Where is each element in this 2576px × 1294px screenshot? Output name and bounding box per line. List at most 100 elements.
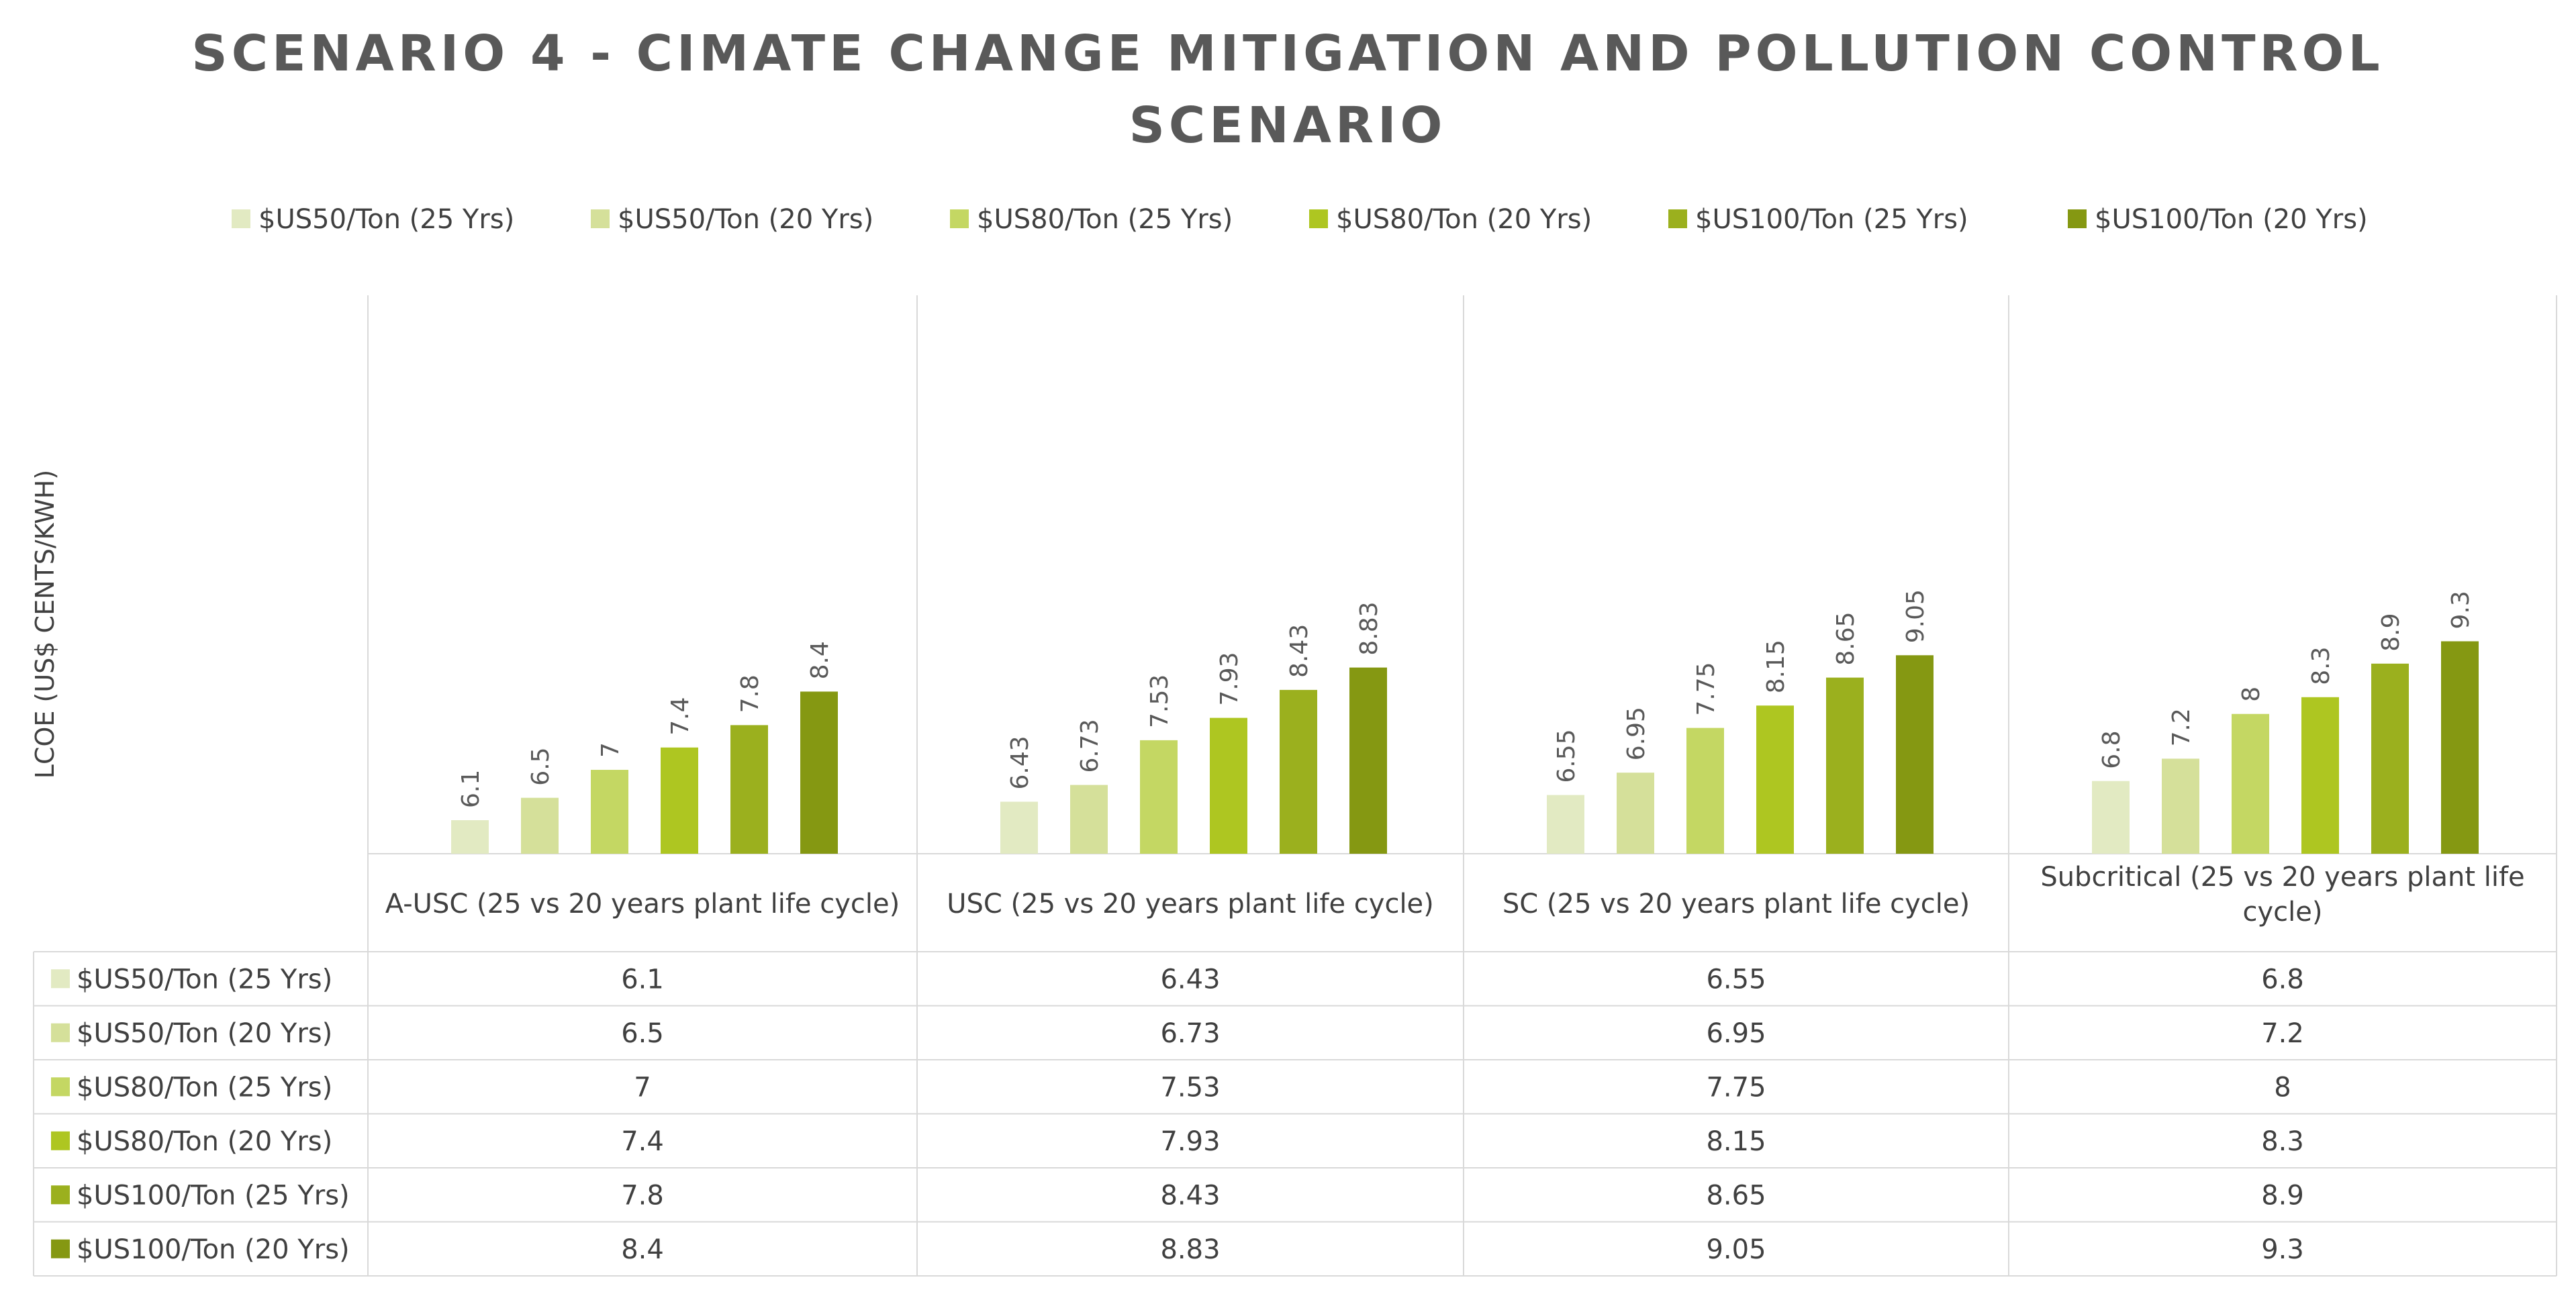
table-row: $US80/Ton (25 Yrs) 7 7.53 7.75 8: [51, 1072, 2291, 1103]
bar: [2301, 697, 2339, 854]
bar: [661, 747, 698, 854]
row-legend-key: [51, 1185, 70, 1205]
bar-data-label: 7.93: [1216, 652, 1243, 705]
bar-data-label: 8.43: [1286, 624, 1313, 678]
table-cell: 8.3: [2261, 1126, 2304, 1157]
data-table: $US50/Ton (25 Yrs) 6.1 6.43 6.55 6.8$US50/To…: [33, 951, 2557, 1277]
table-cell: 6.55: [1706, 964, 1766, 995]
table-cell: 6.95: [1706, 1018, 1766, 1049]
chart-title: SCENARIO 4 - CIMATE CHANGE MITIGATION AN…: [191, 25, 2383, 154]
bar: [2371, 663, 2409, 854]
bar: [1280, 689, 1317, 854]
bar-data-label: 6.55: [1553, 729, 1580, 783]
row-label: $US100/Ton (25 Yrs): [77, 1180, 350, 1211]
legend-item: $US50/Ton (25 Yrs): [232, 204, 514, 235]
table-row: $US50/Ton (25 Yrs) 6.1 6.43 6.55 6.8: [51, 964, 2304, 995]
legend-item: $US50/Ton (20 Yrs): [591, 204, 873, 235]
bar: [1000, 801, 1038, 854]
legend-item: $US80/Ton (20 Yrs): [1309, 204, 1592, 235]
bar-data-label: 8.4: [806, 641, 834, 679]
title-line-2: SCENARIO: [1129, 97, 1447, 154]
table-cell: 7.4: [621, 1126, 664, 1157]
legend-swatch: [1309, 209, 1328, 228]
bar-data-label: 7.75: [1692, 662, 1720, 715]
table-cell: 8.65: [1706, 1180, 1766, 1211]
bar: [1070, 785, 1108, 854]
table-cell: 7.53: [1160, 1072, 1220, 1103]
table-cell: 6.1: [621, 964, 664, 995]
table-cell: 6.73: [1160, 1018, 1220, 1049]
table-cell: 7.93: [1160, 1126, 1220, 1157]
legend-swatch: [1668, 209, 1687, 228]
table-row: $US100/Ton (25 Yrs) 7.8 8.43 8.65 8.9: [51, 1180, 2304, 1211]
legend-label: $US80/Ton (25 Yrs): [977, 204, 1233, 235]
bar: [2162, 758, 2199, 854]
table-cell: 6.8: [2261, 964, 2304, 995]
row-label: $US100/Ton (20 Yrs): [77, 1234, 350, 1265]
bar-data-label: 7.2: [2168, 708, 2195, 746]
legend-label: $US100/Ton (20 Yrs): [2095, 204, 2368, 235]
row-legend-key: [51, 969, 70, 989]
table-cell: 8.83: [1160, 1234, 1220, 1265]
bar: [1756, 705, 1794, 854]
bar-data-label: 8: [2238, 687, 2265, 702]
table-cell: 6.43: [1160, 964, 1220, 995]
bar-data-label: 8.65: [1832, 611, 1860, 665]
table-row: $US50/Ton (20 Yrs) 6.5 6.73 6.95 7.2: [51, 1018, 2304, 1049]
row-label: $US80/Ton (25 Yrs): [77, 1072, 332, 1103]
legend-swatch: [950, 209, 969, 228]
bar: [591, 770, 628, 854]
row-label: $US80/Ton (20 Yrs): [77, 1126, 332, 1157]
bar-data-label: 9.05: [1902, 589, 1929, 643]
legend-label: $US100/Ton (25 Yrs): [1695, 204, 1968, 235]
category-label: USC (25 vs 20 years plant life cycle): [947, 889, 1434, 919]
category-label: Subcritical (25 vs 20 years plant life: [2040, 862, 2524, 893]
bars: [451, 641, 2479, 854]
legend-swatch: [591, 209, 610, 228]
bar-data-label: 6.1: [457, 770, 485, 808]
bar-data-label: 6.73: [1076, 719, 1104, 773]
category-label: A-USC (25 vs 20 years plant life cycle): [385, 889, 900, 919]
title-line-1: SCENARIO 4 - CIMATE CHANGE MITIGATION AN…: [191, 25, 2383, 83]
table-cell: 6.5: [621, 1018, 664, 1049]
bar: [800, 691, 838, 854]
bar-data-label: 7: [597, 742, 624, 758]
table-cell: 7.75: [1706, 1072, 1766, 1103]
bar: [1547, 795, 1584, 854]
table-cell: 8: [2274, 1072, 2291, 1103]
legend-item: $US100/Ton (20 Yrs): [2068, 204, 2368, 235]
bar: [730, 725, 768, 854]
table-row: $US100/Ton (20 Yrs) 8.4 8.83 9.05 9.3: [51, 1234, 2304, 1265]
category-label: SC (25 vs 20 years plant life cycle): [1502, 889, 1970, 919]
bar-data-label: 7.53: [1146, 675, 1174, 728]
category-label: cycle): [2243, 897, 2323, 928]
table-cell: 7.8: [621, 1180, 664, 1211]
row-label: $US50/Ton (25 Yrs): [77, 964, 332, 995]
bar-data-label: 6.8: [2098, 730, 2126, 768]
bar-data-label: 8.15: [1762, 640, 1790, 693]
bar-data-label: 8.3: [2307, 646, 2335, 685]
table-cell: 8.43: [1160, 1180, 1220, 1211]
legend-swatch: [2068, 209, 2087, 228]
bar-data-label: 7.8: [736, 675, 764, 713]
table-cell: 8.15: [1706, 1126, 1766, 1157]
bar: [1896, 655, 1934, 854]
bar: [2232, 713, 2269, 854]
table-cell: 7: [634, 1072, 651, 1103]
bar: [1349, 667, 1387, 854]
table-cell: 9.3: [2261, 1234, 2304, 1265]
bar-data-label: 6.5: [527, 747, 555, 785]
legend-label: $US50/Ton (20 Yrs): [618, 204, 873, 235]
table-cell: 8.4: [621, 1234, 664, 1265]
bar: [451, 820, 489, 854]
row-legend-key: [51, 1239, 70, 1258]
bar-data-label: 8.83: [1355, 601, 1383, 655]
row-legend-key: [51, 1131, 70, 1150]
legend-label: $US50/Ton (25 Yrs): [258, 204, 514, 235]
bar-data-label: 6.43: [1006, 736, 1034, 789]
data-labels: 6.1 6.5 7 7.4 7.8 8.4 6.43 6.73 7.53 7.93 8.43 8.83…: [457, 589, 2475, 808]
bar: [1140, 740, 1178, 854]
bar: [1686, 728, 1724, 854]
bar: [1617, 773, 1654, 854]
